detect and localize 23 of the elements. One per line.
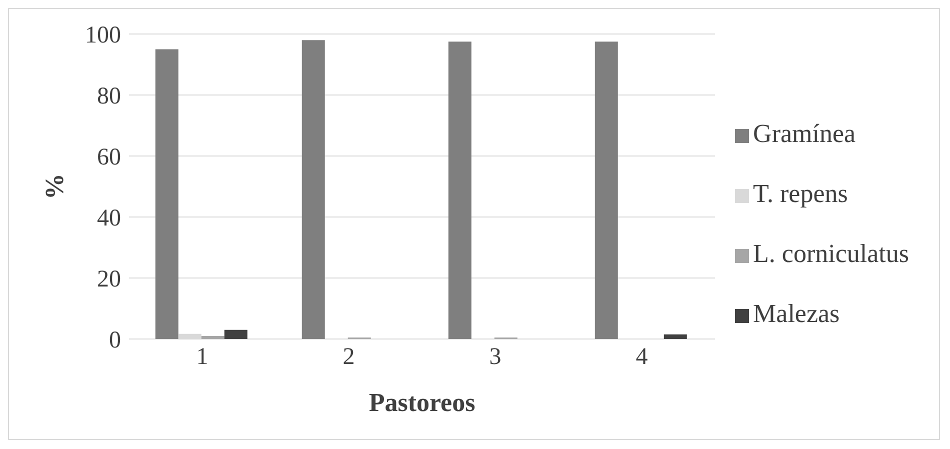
y-tick-label: 100 xyxy=(85,22,121,49)
bar xyxy=(594,42,618,339)
bar xyxy=(302,40,325,339)
x-tick-label: 1 xyxy=(196,344,208,370)
bar xyxy=(448,42,472,339)
x-axis-title: Pastoreos xyxy=(368,388,476,417)
bar xyxy=(664,334,687,339)
y-tick-label: 80 xyxy=(97,84,121,110)
legend-label: L. corniculatus xyxy=(753,239,909,268)
legend-label: T. repens xyxy=(753,179,848,208)
y-tick-label: 40 xyxy=(97,206,121,232)
bar xyxy=(155,49,178,339)
y-axis-title: % xyxy=(40,174,70,200)
x-tick-label: 3 xyxy=(489,344,502,370)
y-tick-label: 60 xyxy=(97,144,121,171)
bar xyxy=(224,330,248,339)
legend-label: Malezas xyxy=(753,299,840,328)
legend-label: Gramínea xyxy=(753,119,856,148)
y-tick-label: 20 xyxy=(97,266,121,293)
y-tick-label: 0 xyxy=(109,328,121,354)
bar xyxy=(201,336,224,339)
x-tick-label: 4 xyxy=(636,344,648,370)
x-tick-label: 2 xyxy=(342,344,355,370)
